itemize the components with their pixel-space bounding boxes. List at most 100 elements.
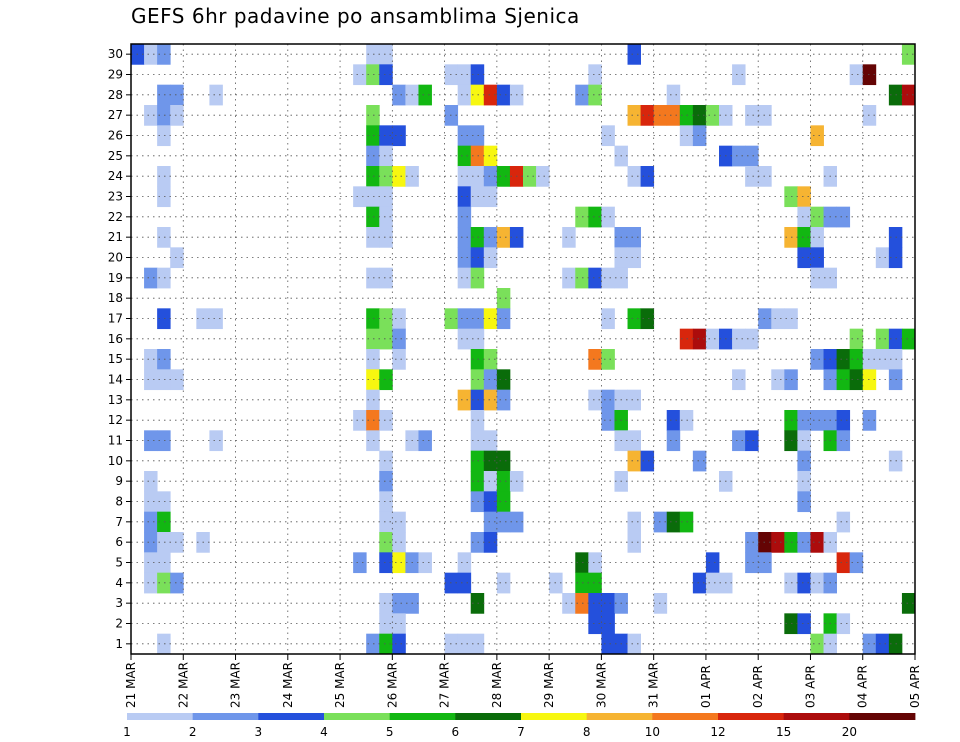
y-tick-label: 26 <box>108 129 123 143</box>
heatmap-cell <box>496 369 511 391</box>
heatmap-cell <box>470 267 485 289</box>
heatmap-cell <box>875 328 890 350</box>
heatmap-cell <box>849 369 864 391</box>
heatmap-cell <box>392 308 406 330</box>
heatmap-cell <box>470 308 485 330</box>
heatmap-cell <box>157 227 171 248</box>
heatmap-cell <box>836 430 851 452</box>
heatmap-cell <box>588 613 602 635</box>
y-tick-label: 10 <box>108 454 123 468</box>
heatmap-cell <box>836 511 851 533</box>
heatmap-cell <box>810 125 824 147</box>
y-tick-label: 16 <box>108 332 123 346</box>
heatmap-cell <box>810 532 824 553</box>
heatmap-cell <box>157 430 171 452</box>
y-tick-label: 29 <box>108 68 123 82</box>
heatmap-cell <box>836 369 851 391</box>
heatmap-cell <box>470 84 485 106</box>
heatmap-cell <box>366 227 380 248</box>
heatmap-cell <box>470 349 485 370</box>
heatmap-cell <box>157 44 171 65</box>
heatmap-cell <box>745 166 759 187</box>
heatmap-cell <box>470 430 485 452</box>
heatmap-cell <box>875 247 890 269</box>
heatmap-cell <box>392 166 406 187</box>
x-tick-label: 24 MAR <box>281 662 295 708</box>
heatmap-cell <box>470 532 485 553</box>
heatmap-cell <box>144 44 158 65</box>
y-tick-label: 22 <box>108 210 123 224</box>
heatmap-cell <box>366 206 380 228</box>
heatmap-cell <box>601 125 615 147</box>
heatmap-cell <box>366 389 380 411</box>
heatmap-cell <box>705 572 720 594</box>
heatmap-cell <box>392 328 406 350</box>
heatmap-cell <box>836 552 851 574</box>
heatmap-cell <box>496 511 511 533</box>
heatmap-cell <box>470 145 485 167</box>
y-tick-label: 30 <box>108 47 123 61</box>
heatmap-cell <box>797 491 811 513</box>
heatmap-cell <box>157 105 171 126</box>
heatmap-cell <box>144 369 158 391</box>
heatmap-cell <box>627 166 641 187</box>
x-tick-label: 26 MAR <box>385 662 399 708</box>
heatmap-cell <box>692 125 707 147</box>
colorbar-label: 10 <box>645 725 660 739</box>
y-tick-label: 27 <box>108 108 123 122</box>
heatmap-cell <box>379 511 393 533</box>
y-tick-label: 2 <box>115 617 123 631</box>
colorbar-label: 15 <box>776 725 791 739</box>
heatmap-cell <box>601 267 615 289</box>
colorbar-swatch <box>783 713 850 720</box>
heatmap-cell <box>640 105 655 126</box>
heatmap-cell <box>732 64 746 86</box>
heatmap-cell <box>379 593 393 614</box>
heatmap-cell <box>392 552 406 574</box>
heatmap-cell <box>836 410 851 431</box>
heatmap-cell <box>588 552 602 574</box>
heatmap-cell <box>705 328 720 350</box>
heatmap-cell <box>771 532 785 553</box>
y-tick-label: 19 <box>108 271 123 285</box>
heatmap-cell <box>457 166 472 187</box>
heatmap-cell <box>379 206 393 228</box>
x-tick-label: 30 MAR <box>594 662 608 708</box>
heatmap-cell <box>457 389 472 411</box>
heatmap-cell <box>457 308 472 330</box>
heatmap-cell <box>392 349 406 370</box>
colorbar-swatch <box>455 713 522 720</box>
heatmap-cell <box>745 430 759 452</box>
heatmap-cell <box>353 186 367 208</box>
heatmap-cell <box>366 349 380 370</box>
heatmap-cell <box>483 450 498 472</box>
heatmap-cell <box>849 349 864 370</box>
heatmap-cell <box>366 633 380 655</box>
heatmap-cell <box>144 430 158 452</box>
colorbar-label: 7 <box>517 725 525 739</box>
heatmap-cell <box>470 369 485 391</box>
heatmap-cell <box>470 633 485 655</box>
heatmap-cell <box>157 166 171 187</box>
heatmap-cell <box>496 491 511 513</box>
heatmap-cell <box>209 430 223 452</box>
y-tick-label: 23 <box>108 190 123 204</box>
heatmap-cell <box>379 410 393 431</box>
heatmap-cell <box>470 125 485 147</box>
heatmap-cell <box>627 308 641 330</box>
heatmap-cell <box>705 105 720 126</box>
heatmap-cell <box>457 572 472 594</box>
heatmap-cell <box>496 227 511 248</box>
heatmap-cell <box>353 552 367 574</box>
x-tick-label: 04 APR <box>856 665 870 708</box>
gridlines <box>130 44 916 654</box>
x-tick-label: 23 MAR <box>229 662 243 708</box>
heatmap-cell <box>170 369 184 391</box>
y-tick-label: 11 <box>108 434 123 448</box>
heatmap-cell <box>379 450 393 472</box>
colorbar-label: 2 <box>189 725 197 739</box>
heatmap-cell <box>379 166 393 187</box>
heatmap-cell <box>157 186 171 208</box>
colorbar-label: 8 <box>583 725 591 739</box>
heatmap-cell <box>692 105 707 126</box>
